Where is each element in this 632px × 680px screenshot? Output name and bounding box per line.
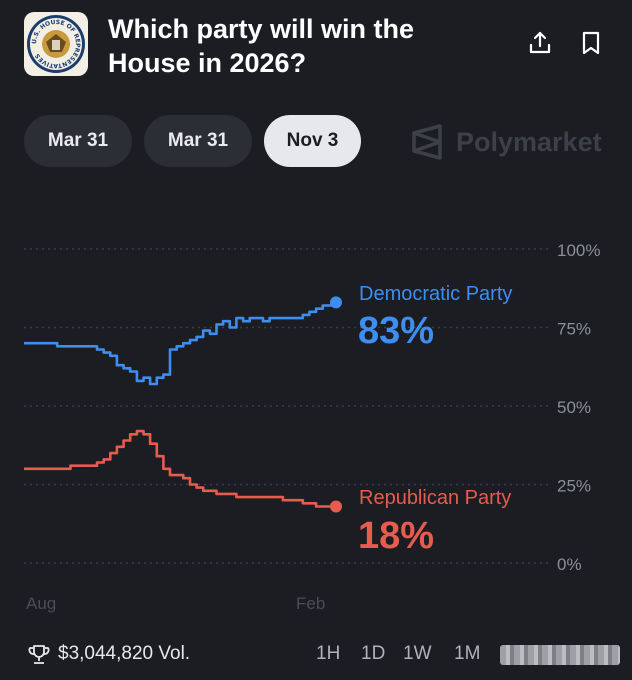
probability-chart: 100% 75% 50% 25% 0% Aug Feb Democratic Party 83%… xyxy=(0,225,632,625)
market-header: U.S. HOUSE OF REPRESENTATIVES Which part… xyxy=(0,0,632,100)
trophy-icon xyxy=(28,645,50,664)
house-seal-icon: U.S. HOUSE OF REPRESENTATIVES xyxy=(24,12,88,76)
series-percent-label: 18% xyxy=(358,515,434,557)
series-name-label: Democratic Party xyxy=(359,283,512,305)
y-tick-label: 0% xyxy=(557,555,582,574)
range-button-1w[interactable]: 1W xyxy=(403,643,432,664)
y-tick-label: 25% xyxy=(557,477,591,496)
series-end-point xyxy=(330,500,342,513)
date-tab-mar-31-first[interactable]: Mar 31 xyxy=(24,115,132,167)
range-button-1d[interactable]: 1D xyxy=(361,643,386,664)
series-line xyxy=(24,429,336,508)
market-footer: $3,044,820 Vol. 1H 1D 1W 1M xyxy=(0,635,632,675)
series-line xyxy=(24,302,338,386)
watermark-overlay xyxy=(500,645,620,665)
chart-svg: 100% 75% 50% 25% 0% Aug Feb Democratic Party 83%… xyxy=(24,241,600,613)
y-tick-label: 50% xyxy=(557,398,591,417)
y-tick-label: 75% xyxy=(557,320,591,339)
series-percent-label: 83% xyxy=(358,310,434,352)
y-tick-label: 100% xyxy=(557,241,600,260)
share-icon[interactable] xyxy=(527,30,553,56)
date-tab-mar-31-second[interactable]: Mar 31 xyxy=(144,115,252,167)
x-tick-label: Aug xyxy=(26,594,56,613)
polymarket-logo-icon xyxy=(412,124,442,160)
polymarket-brand: Polymarket xyxy=(410,120,602,164)
range-button-1m[interactable]: 1M xyxy=(454,643,481,664)
volume-text: $3,044,820 Vol. xyxy=(58,643,191,664)
date-tab-nov-3[interactable]: Nov 3 xyxy=(264,115,361,167)
bookmark-icon[interactable] xyxy=(578,30,604,56)
market-title: Which party will win the House in 2026? xyxy=(108,14,415,78)
volume-info: $3,044,820 Vol. xyxy=(28,643,190,665)
series-name-label: Republican Party xyxy=(359,487,511,509)
range-button-1h[interactable]: 1H xyxy=(316,643,341,664)
x-tick-label: Feb xyxy=(296,594,325,613)
series-end-point xyxy=(330,296,342,309)
brand-name: Polymarket xyxy=(456,126,602,157)
